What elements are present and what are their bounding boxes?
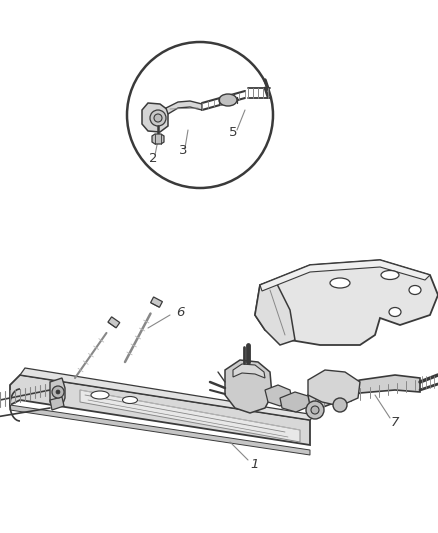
Text: 2: 2 (149, 151, 157, 165)
Polygon shape (80, 390, 300, 442)
Circle shape (154, 114, 162, 122)
Text: 3: 3 (179, 144, 187, 157)
Circle shape (306, 401, 324, 419)
Text: 7: 7 (391, 416, 399, 429)
Ellipse shape (381, 271, 399, 279)
Polygon shape (255, 260, 438, 345)
Polygon shape (166, 101, 202, 114)
Polygon shape (233, 364, 265, 378)
Polygon shape (10, 405, 310, 455)
Circle shape (150, 110, 166, 126)
Polygon shape (10, 375, 310, 445)
Ellipse shape (219, 94, 237, 106)
Polygon shape (260, 260, 430, 291)
Circle shape (52, 386, 64, 398)
Text: 1: 1 (251, 458, 259, 472)
Text: 5: 5 (229, 126, 237, 140)
Ellipse shape (330, 278, 350, 288)
Ellipse shape (389, 308, 401, 317)
Polygon shape (308, 375, 420, 412)
Polygon shape (50, 397, 64, 410)
Polygon shape (151, 297, 162, 308)
Text: 6: 6 (176, 305, 184, 319)
Circle shape (333, 398, 347, 412)
Polygon shape (50, 378, 65, 406)
Polygon shape (280, 392, 310, 412)
Ellipse shape (409, 286, 421, 295)
Circle shape (56, 390, 60, 394)
Ellipse shape (123, 397, 138, 403)
Polygon shape (255, 280, 295, 345)
Ellipse shape (91, 391, 109, 399)
Circle shape (311, 406, 319, 414)
Polygon shape (108, 317, 120, 328)
Polygon shape (308, 370, 360, 406)
Polygon shape (20, 368, 315, 420)
Polygon shape (265, 385, 292, 406)
Polygon shape (152, 134, 164, 144)
Circle shape (127, 42, 273, 188)
Polygon shape (142, 103, 168, 132)
Polygon shape (225, 360, 272, 413)
